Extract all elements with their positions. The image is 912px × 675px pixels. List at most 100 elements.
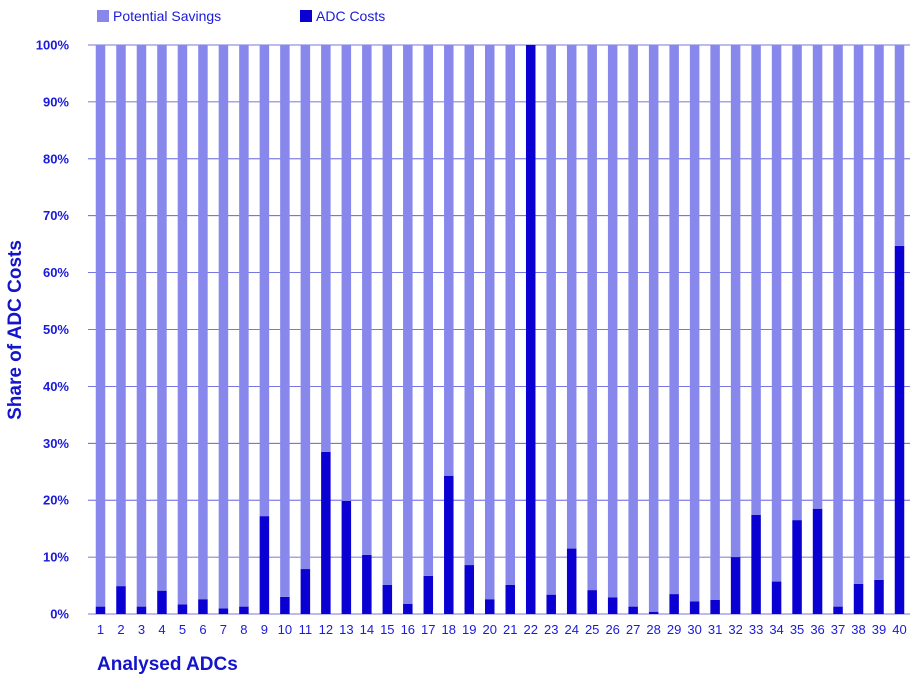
x-tick-label: 12	[319, 622, 333, 637]
x-tick-label: 20	[483, 622, 497, 637]
bar-potential-savings	[505, 45, 515, 585]
bar-potential-savings	[689, 45, 700, 602]
bar-adc-costs	[792, 520, 802, 614]
y-tick-label: 80%	[43, 151, 69, 166]
bar-adc-costs	[730, 557, 741, 614]
bar-adc-costs	[239, 606, 249, 614]
y-tick-label: 30%	[43, 436, 69, 451]
x-tick-label: 26	[605, 622, 619, 637]
bar-potential-savings	[116, 45, 126, 587]
bar-adc-costs	[157, 590, 167, 614]
x-tick-label: 23	[544, 622, 558, 637]
bar-adc-costs	[382, 584, 393, 614]
x-tick-label: 33	[749, 622, 763, 637]
y-tick-label: 90%	[43, 94, 69, 109]
bar-potential-savings	[607, 45, 618, 598]
x-tick-label: 27	[626, 622, 640, 637]
bar-adc-costs	[874, 579, 884, 614]
bar-potential-savings	[587, 45, 597, 591]
x-tick-label: 36	[810, 622, 824, 637]
bar-adc-costs	[894, 245, 905, 614]
gridlines	[88, 44, 910, 615]
x-tick-label: 38	[851, 622, 865, 637]
bar-potential-savings	[853, 45, 864, 584]
x-tick-label: 39	[872, 622, 886, 637]
x-tick-label: 19	[462, 622, 476, 637]
bar-potential-savings	[566, 45, 577, 549]
bar-potential-savings	[874, 45, 884, 580]
bar-adc-costs	[280, 596, 290, 614]
bar-potential-savings	[669, 45, 679, 595]
bar-adc-costs	[607, 597, 618, 614]
bar-potential-savings	[485, 45, 495, 600]
y-tick-label: 20%	[43, 493, 69, 508]
bar-potential-savings	[730, 45, 741, 558]
x-tick-label: 21	[503, 622, 517, 637]
bar-potential-savings	[177, 45, 188, 605]
bar-adc-costs	[218, 608, 229, 614]
legend-swatch-potential-savings	[97, 10, 109, 22]
bar-potential-savings	[812, 45, 823, 509]
x-tick-label: 11	[299, 622, 313, 637]
bar-adc-costs	[403, 603, 413, 614]
bar-potential-savings	[710, 45, 720, 600]
x-tick-label: 8	[240, 622, 247, 637]
bar-potential-savings	[648, 45, 659, 612]
x-tick-label: 5	[179, 622, 186, 637]
x-tick-label: 4	[158, 622, 165, 637]
bar-potential-savings	[259, 45, 270, 517]
bar-adc-costs	[116, 586, 126, 614]
bar-adc-costs	[341, 500, 352, 614]
bar-adc-costs	[546, 594, 556, 614]
y-tick-label: 50%	[43, 322, 69, 337]
y-tick-label: 100%	[36, 38, 70, 53]
bar-potential-savings	[280, 45, 290, 597]
legend-swatch-adc-costs	[300, 10, 312, 22]
bar-potential-savings	[771, 45, 782, 582]
x-tick-label: 10	[278, 622, 292, 637]
bar-adc-costs	[812, 508, 823, 614]
x-tick-label: 15	[380, 622, 394, 637]
x-tick-label: 22	[523, 622, 537, 637]
bar-adc-costs	[525, 45, 536, 614]
x-tick-label: 16	[401, 622, 415, 637]
bar-adc-costs	[259, 516, 270, 614]
bar-adc-costs	[300, 569, 311, 614]
x-tick-label: 25	[585, 622, 599, 637]
bar-adc-costs	[771, 581, 782, 614]
x-tick-label: 2	[117, 622, 124, 637]
bar-adc-costs	[689, 601, 700, 614]
y-tick-label: 0%	[50, 607, 69, 622]
bar-adc-costs	[669, 594, 679, 614]
bar-adc-costs	[566, 548, 577, 614]
bar-adc-costs	[628, 606, 638, 614]
bar-adc-costs	[710, 599, 720, 614]
x-axis-ticks: 1 2 3 4 5 6 7 8 9 10 11 12 13 14 15 16 17 18 19 20 21 22 23 24 2…	[97, 622, 907, 637]
x-tick-label: 1	[97, 622, 104, 637]
bar-adc-costs	[177, 604, 188, 614]
bar-potential-savings	[792, 45, 802, 521]
bar-adc-costs	[136, 606, 147, 614]
bar-adc-costs	[362, 554, 372, 614]
x-tick-label: 18	[442, 622, 456, 637]
y-tick-label: 10%	[43, 550, 69, 565]
bar-adc-costs	[751, 514, 761, 614]
x-tick-label: 30	[687, 622, 701, 637]
bar-potential-savings	[341, 45, 352, 501]
bar-adc-costs	[95, 606, 106, 614]
bar-potential-savings	[751, 45, 761, 515]
bar-potential-savings	[382, 45, 393, 585]
bar-potential-savings	[833, 45, 843, 607]
bar-potential-savings	[136, 45, 147, 607]
x-tick-label: 17	[421, 622, 435, 637]
x-tick-label: 24	[564, 622, 578, 637]
bar-potential-savings	[546, 45, 556, 595]
bar-adc-costs	[444, 475, 454, 614]
bar-potential-savings	[403, 45, 413, 604]
bar-adc-costs	[198, 599, 208, 614]
x-tick-label: 13	[339, 622, 353, 637]
x-tick-label: 32	[728, 622, 742, 637]
bar-adc-costs	[833, 606, 843, 614]
y-axis-title: Share of ADC Costs	[5, 240, 26, 420]
